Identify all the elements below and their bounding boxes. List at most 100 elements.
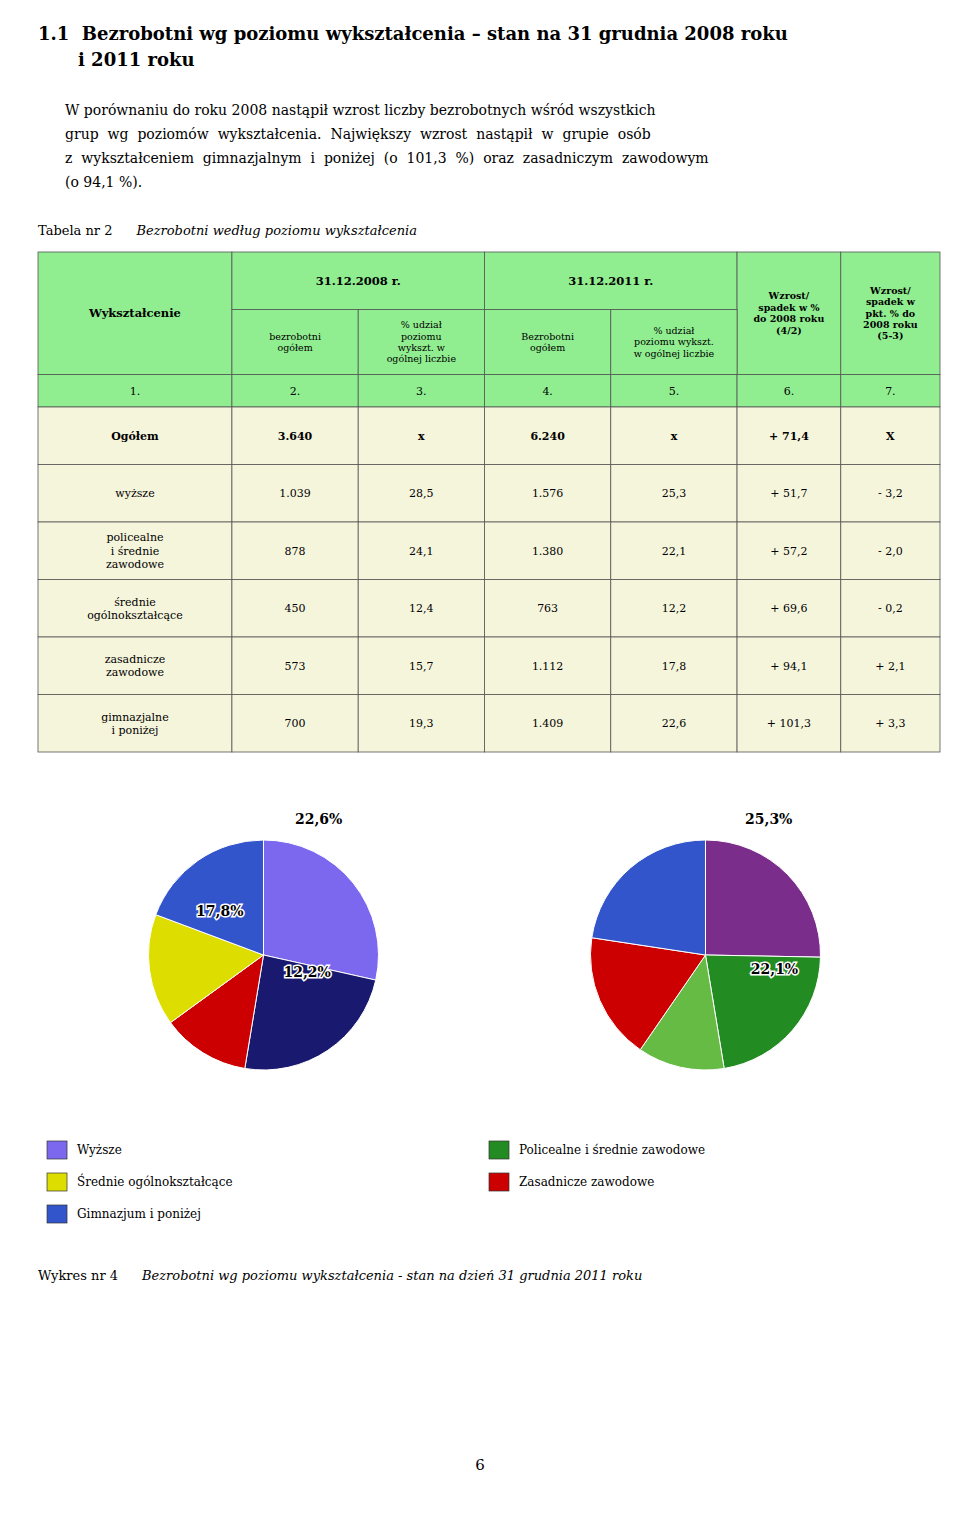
cell-text: 6.240: [530, 430, 565, 443]
cell-text: 450: [285, 602, 306, 615]
cell-text: Wzrost/spadek wpkt. % do2008 roku(5-3): [863, 285, 918, 342]
table-cell: [841, 580, 940, 638]
table-cell: [737, 375, 841, 408]
cell-text-line: 1.039: [279, 487, 311, 500]
cell-text: 573: [285, 660, 306, 673]
cell-text-line: ogólnokształcące: [87, 609, 183, 622]
table-cell: [38, 465, 232, 523]
paragraph: W porównaniu do roku 2008 nastąpił wzros…: [65, 102, 709, 190]
legend-swatch: [47, 1173, 67, 1191]
paragraph-line: grup wg poziomów wykształcenia. Najwięks…: [65, 126, 651, 142]
cell-text: + 94,1: [770, 660, 807, 673]
legend-swatch: [47, 1141, 67, 1159]
table-cell: [484, 252, 737, 310]
title: 1.1 Bezrobotni wg poziomu wykształcenia …: [38, 23, 788, 44]
cell-text-line: i poniżej: [111, 724, 158, 737]
cell-text-line: ogólnej liczbie: [387, 353, 457, 364]
cell-text: + 101,3: [767, 717, 811, 730]
legend-label: Zasadnicze zawodowe: [519, 1175, 654, 1189]
annotation: 22,1%: [751, 961, 798, 977]
cell-text: + 57,2: [770, 545, 807, 558]
table-cell: [611, 310, 737, 375]
cell-text: 878: [285, 545, 306, 558]
cell-text-line: do 2008 roku: [753, 313, 824, 324]
table-cell: [841, 375, 940, 408]
table-cell: [232, 637, 358, 695]
cell-text-line: 1.409: [532, 717, 564, 730]
cell-text: 700: [285, 717, 306, 730]
table-cell: [611, 695, 737, 753]
table-cell: [611, 407, 737, 465]
cell-text-line: + 69,6: [770, 602, 807, 615]
cell-text-line: Ogółem: [111, 430, 159, 443]
cell-text-line: wyższe: [115, 487, 154, 500]
cell-text-line: % udział: [653, 325, 694, 336]
caption-text: Bezrobotni wg poziomu wykształcenia - st…: [141, 1268, 642, 1283]
table-cell: [358, 695, 484, 753]
cell-text: - 0,2: [878, 602, 903, 615]
cell-text-line: 7.: [885, 385, 896, 398]
cell-text: 15,7: [409, 660, 434, 673]
table-cell: [38, 695, 232, 753]
cell-text: 24,1: [409, 545, 434, 558]
cell-text-line: (5-3): [877, 330, 903, 341]
cell-text: - 2,0: [878, 545, 903, 558]
cell-text-line: Wykształcenie: [88, 306, 181, 320]
table-cell: [484, 310, 610, 375]
cell-text: + 71,4: [769, 430, 809, 443]
cell-text: % udziałpoziomuwykszt. wogólnej liczbie: [387, 319, 457, 364]
table-cell: [737, 695, 841, 753]
cell-text-line: w ogólnej liczbie: [634, 348, 715, 359]
table-cell: [841, 522, 940, 580]
cell-text-line: 19,3: [409, 717, 434, 730]
table-cell: [737, 252, 841, 375]
table-cell: [611, 580, 737, 638]
table-cell: [358, 580, 484, 638]
cell-text-line: poziomu: [401, 331, 442, 342]
cell-text-line: ogółem: [530, 342, 565, 353]
table-cell: [38, 637, 232, 695]
caption-text: Bezrobotni według poziomu wykształcenia: [135, 223, 416, 238]
cell-text: 22,1: [662, 545, 687, 558]
cell-text-line: 5.: [669, 385, 680, 398]
cell-text-line: średnie: [114, 596, 156, 609]
cell-text-line: poziomu wykszt.: [634, 336, 714, 347]
cell-text-line: 1.: [130, 385, 141, 398]
annotation: 25,3%: [745, 811, 792, 827]
cell-text: 12,2: [662, 602, 687, 615]
legend-label: Średnie ogólnokształcące: [77, 1173, 232, 1189]
cell-text-line: - 2,0: [878, 545, 903, 558]
cell-text: Ogółem: [111, 430, 159, 443]
cell-text-line: + 3,3: [875, 717, 905, 730]
cell-text: x: [418, 430, 425, 443]
cell-text: % udziałpoziomu wykszt.w ogólnej liczbie: [634, 325, 715, 359]
slice: [705, 955, 820, 1068]
table-cell: [358, 310, 484, 375]
table-cell: [841, 407, 940, 465]
cell-text: 3.640: [278, 430, 313, 443]
table-cell: [841, 465, 940, 523]
cell-text-line: 17,8: [662, 660, 687, 673]
slice: [156, 840, 264, 955]
cell-text-line: + 94,1: [770, 660, 807, 673]
table-cell: [38, 375, 232, 408]
cell-text-line: x: [671, 430, 678, 443]
cell-text-line: + 51,7: [770, 487, 807, 500]
cell-text-line: pkt. % do: [866, 308, 916, 319]
table-cell: [841, 695, 940, 753]
table-cell: [358, 375, 484, 408]
cell-text: 28,5: [409, 487, 434, 500]
slice: [590, 938, 705, 1050]
cell-text: 31.12.2011 r.: [568, 274, 653, 288]
annotation: 12,2%: [283, 964, 330, 980]
cell-text-line: 22,1: [662, 545, 687, 558]
cell-text-line: - 3,2: [878, 487, 903, 500]
legend-label: Wyższe: [77, 1143, 122, 1157]
cell-text: 3.: [416, 385, 427, 398]
cell-text-line: 763: [537, 602, 558, 615]
cell-text: X: [886, 430, 895, 443]
page: 1.1 Bezrobotni wg poziomu wykształcenia …: [0, 0, 960, 1515]
cell-text-line: + 71,4: [769, 430, 809, 443]
cell-text-line: Bezrobotni: [521, 331, 574, 342]
pie-chart: 22,6%17,8%12,2%: [149, 811, 379, 1070]
